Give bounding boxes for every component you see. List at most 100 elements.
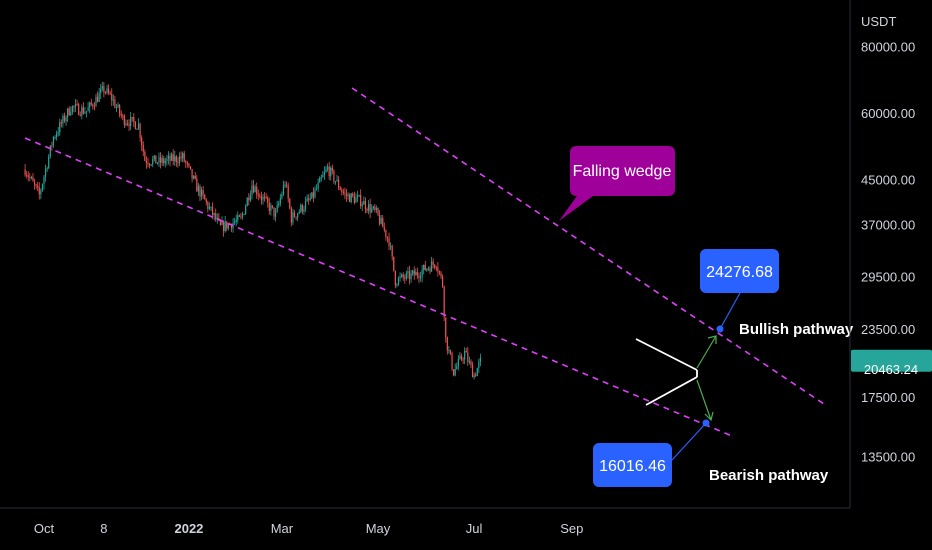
candle-body — [87, 107, 89, 112]
triangle-upper-line[interactable] — [635, 338, 698, 371]
candle-body — [380, 217, 382, 224]
candle-body — [163, 158, 165, 164]
candle-body — [81, 107, 83, 116]
candle-body — [101, 86, 103, 89]
candle-body — [279, 198, 281, 204]
candle-body — [186, 162, 188, 164]
candle-body — [248, 197, 250, 201]
candle-body — [111, 93, 113, 101]
falling-wedge-callout[interactable]: Falling wedge — [559, 146, 675, 221]
candle-body — [252, 185, 255, 193]
candle-body — [328, 166, 330, 177]
candle-body — [410, 273, 412, 280]
candle-body — [164, 161, 166, 164]
candle-body — [465, 351, 467, 353]
bearish-arrow[interactable] — [696, 379, 712, 421]
candle-body — [63, 115, 66, 122]
candle-body — [95, 96, 97, 107]
triangle-lower-line[interactable] — [645, 376, 698, 406]
candle-body — [241, 213, 244, 217]
time-axis[interactable]: Oct 8 2022 Mar May Jul Sep — [0, 507, 850, 536]
candle-body — [67, 108, 69, 118]
candle-body — [353, 196, 355, 203]
bearish-target-box[interactable] — [593, 443, 672, 487]
candle-body — [300, 204, 302, 212]
candle-body — [76, 104, 78, 106]
bearish-pathway-label: Bearish pathway — [709, 467, 829, 484]
candle-body — [73, 106, 75, 108]
candle-body — [372, 206, 374, 209]
candle-body — [141, 137, 143, 146]
candle-body — [276, 205, 278, 212]
time-tick-label: 2022 — [174, 521, 203, 536]
candle-body — [314, 189, 316, 198]
bullish-arrow[interactable] — [696, 335, 717, 369]
candle-body — [227, 223, 229, 229]
candle-body — [43, 176, 45, 185]
falling-channel-upper-line[interactable] — [351, 87, 825, 405]
price-tick-label: 13500.00 — [861, 450, 915, 465]
bullish-target-box[interactable] — [700, 249, 779, 293]
candle-body — [26, 175, 28, 177]
candle-body — [442, 276, 444, 287]
candle-body — [468, 361, 470, 363]
trendlines — [24, 87, 825, 437]
candle-body — [399, 276, 401, 278]
candle-body — [284, 184, 286, 186]
price-axis[interactable]: USDT 80000.00 60000.00 45000.00 37000.00 295… — [849, 0, 932, 508]
candle-body — [295, 216, 297, 218]
candle-body — [158, 156, 160, 163]
bearish-target-leader — [671, 422, 707, 461]
price-tick-label: 29500.00 — [861, 270, 915, 285]
candle-body — [437, 267, 439, 272]
candle-body — [402, 274, 404, 278]
candle-body — [301, 204, 303, 212]
candle-body — [456, 366, 458, 370]
time-tick-label: 8 — [100, 521, 107, 536]
candle-body — [114, 99, 116, 108]
candle-body — [383, 227, 385, 230]
bullish-target-leader — [719, 292, 741, 330]
falling-channel-lower-line[interactable] — [24, 137, 733, 437]
candle-body — [312, 192, 315, 198]
candle-body — [238, 215, 240, 217]
candle-body — [448, 350, 450, 352]
candle-body — [293, 212, 296, 217]
candle-body — [344, 192, 346, 194]
candle-body — [419, 277, 422, 279]
time-tick-label: Oct — [34, 521, 55, 536]
candle-body — [322, 174, 324, 178]
bullish-target-point[interactable] — [716, 325, 724, 333]
candle-body — [153, 155, 155, 160]
candle-body — [393, 256, 395, 271]
candle-body — [405, 273, 407, 279]
bearish-target-point[interactable] — [702, 419, 710, 427]
candle-body — [342, 191, 344, 193]
candle-body — [265, 197, 267, 199]
candle-body — [259, 195, 261, 197]
candle-body — [278, 203, 280, 206]
candle-body — [404, 277, 406, 279]
candle-body — [68, 108, 70, 115]
candle-body — [371, 208, 373, 213]
candle-body — [56, 133, 58, 138]
candle-body — [169, 155, 171, 161]
candle-body — [177, 162, 179, 164]
candle-body — [304, 201, 307, 210]
candle-body — [137, 123, 140, 129]
falling-wedge-label: Falling wedge — [573, 163, 672, 180]
candle-body — [159, 156, 162, 163]
candle-body — [193, 175, 195, 179]
candle-body — [185, 161, 187, 163]
candle-body — [334, 181, 337, 183]
candle-body — [215, 213, 217, 220]
bullish-arrowhead — [707, 335, 717, 344]
candle-body — [223, 221, 225, 232]
bearish-target-value: 16016.46 — [599, 458, 666, 475]
candle-body — [125, 123, 127, 125]
candle-body — [49, 145, 51, 157]
candle-body — [382, 217, 384, 228]
candle-body — [246, 197, 248, 207]
candle-body — [471, 364, 474, 378]
